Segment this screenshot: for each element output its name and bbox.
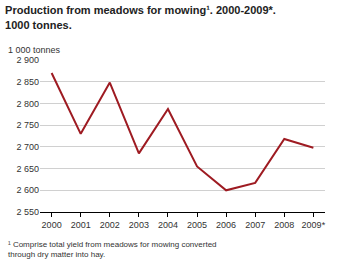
- svg-text:2003: 2003: [129, 220, 149, 230]
- svg-text:2 850: 2 850: [16, 77, 39, 87]
- svg-text:2 800: 2 800: [16, 99, 39, 109]
- svg-text:2008: 2008: [274, 220, 294, 230]
- svg-text:2002: 2002: [100, 220, 120, 230]
- svg-text:2 600: 2 600: [16, 185, 39, 195]
- svg-text:1 000 tonnes: 1 000 tonnes: [8, 45, 61, 55]
- svg-text:2009*: 2009*: [302, 220, 326, 230]
- svg-text:2 550: 2 550: [16, 207, 39, 217]
- svg-text:Production from meadows for mo: Production from meadows for mowing¹. 200…: [5, 4, 276, 30]
- svg-text:2 750: 2 750: [16, 120, 39, 130]
- svg-text:2000: 2000: [42, 220, 62, 230]
- svg-text:2 650: 2 650: [16, 164, 39, 174]
- svg-text:2007: 2007: [245, 220, 265, 230]
- svg-text:¹ Comprise total yield from me: ¹ Comprise total yield from meadows for …: [8, 240, 217, 259]
- svg-text:2004: 2004: [158, 220, 178, 230]
- svg-text:2006: 2006: [216, 220, 236, 230]
- svg-text:2 700: 2 700: [16, 142, 39, 152]
- svg-text:2001: 2001: [71, 220, 91, 230]
- svg-text:2005: 2005: [187, 220, 207, 230]
- svg-text:2 900: 2 900: [16, 55, 39, 65]
